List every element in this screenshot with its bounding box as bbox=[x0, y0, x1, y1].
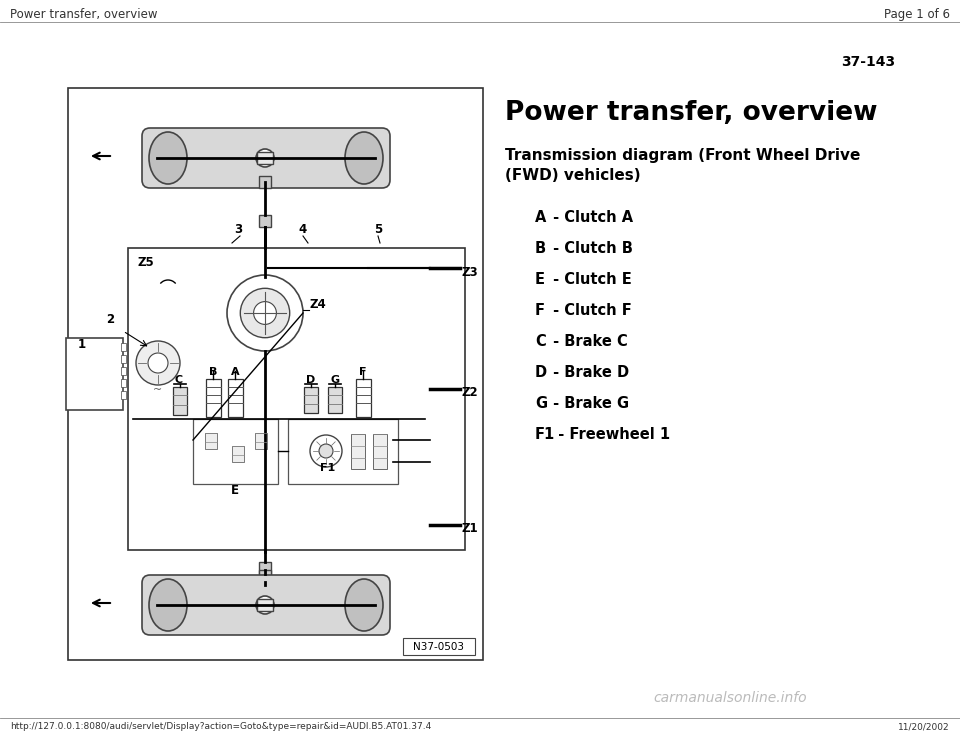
Text: A: A bbox=[535, 210, 546, 225]
Text: - Clutch E: - Clutch E bbox=[548, 272, 632, 287]
Text: - Freewheel 1: - Freewheel 1 bbox=[548, 427, 670, 442]
Bar bbox=[304, 387, 318, 413]
Text: 5: 5 bbox=[373, 223, 382, 236]
Text: Page 1 of 6: Page 1 of 6 bbox=[884, 8, 950, 21]
Bar bbox=[121, 379, 126, 387]
Text: Power transfer, overview: Power transfer, overview bbox=[505, 100, 877, 126]
Text: Z1: Z1 bbox=[462, 522, 479, 536]
Circle shape bbox=[319, 444, 333, 458]
Text: Z3: Z3 bbox=[462, 266, 479, 278]
Text: Z2: Z2 bbox=[462, 387, 479, 399]
Text: E: E bbox=[231, 484, 239, 497]
Bar bbox=[173, 387, 187, 415]
Bar bbox=[403, 638, 475, 655]
Text: - Clutch A: - Clutch A bbox=[548, 210, 634, 225]
Text: - Clutch B: - Clutch B bbox=[548, 241, 633, 256]
Text: B: B bbox=[535, 241, 546, 256]
Circle shape bbox=[310, 435, 342, 467]
Bar bbox=[68, 88, 483, 660]
Text: A: A bbox=[230, 367, 239, 377]
Text: - Brake C: - Brake C bbox=[548, 334, 628, 349]
Text: Z5: Z5 bbox=[138, 256, 155, 269]
Bar bbox=[121, 355, 126, 363]
Text: - Brake G: - Brake G bbox=[548, 396, 629, 411]
Text: - Brake D: - Brake D bbox=[548, 365, 629, 380]
Text: D: D bbox=[535, 365, 547, 380]
Ellipse shape bbox=[345, 579, 383, 631]
Bar bbox=[255, 433, 267, 449]
Text: http://127.0.0.1:8080/audi/servlet/Display?action=Goto&type=repair&id=AUDI.B5.AT: http://127.0.0.1:8080/audi/servlet/Displ… bbox=[10, 722, 431, 731]
Bar bbox=[66, 338, 123, 410]
Text: 11/20/2002: 11/20/2002 bbox=[899, 722, 950, 731]
Text: C: C bbox=[175, 375, 183, 385]
Circle shape bbox=[136, 341, 180, 385]
Bar bbox=[351, 434, 365, 469]
Text: G: G bbox=[330, 375, 340, 385]
Bar bbox=[205, 433, 217, 449]
Text: G: G bbox=[535, 396, 547, 411]
Text: Power transfer, overview: Power transfer, overview bbox=[10, 8, 157, 21]
Text: - Clutch F: - Clutch F bbox=[548, 303, 632, 318]
Circle shape bbox=[256, 149, 274, 167]
Text: C: C bbox=[535, 334, 545, 349]
Bar bbox=[193, 419, 278, 484]
Bar bbox=[228, 379, 243, 417]
Circle shape bbox=[256, 596, 274, 614]
Circle shape bbox=[253, 301, 276, 324]
Bar bbox=[121, 367, 126, 375]
Text: 1: 1 bbox=[78, 338, 86, 351]
Text: 4: 4 bbox=[299, 223, 307, 236]
Ellipse shape bbox=[149, 579, 187, 631]
Bar bbox=[259, 176, 271, 188]
Ellipse shape bbox=[345, 132, 383, 184]
Text: carmanualsonline.info: carmanualsonline.info bbox=[653, 691, 806, 705]
Ellipse shape bbox=[149, 132, 187, 184]
Text: F: F bbox=[359, 367, 367, 377]
Text: 37-143: 37-143 bbox=[841, 55, 895, 69]
Text: (FWD) vehicles): (FWD) vehicles) bbox=[505, 168, 640, 183]
Bar bbox=[328, 387, 342, 413]
Bar bbox=[257, 599, 273, 611]
Bar bbox=[121, 391, 126, 399]
Text: F1: F1 bbox=[321, 463, 336, 473]
Bar bbox=[259, 215, 271, 227]
Text: B: B bbox=[209, 367, 217, 377]
Circle shape bbox=[227, 275, 303, 351]
Bar bbox=[205, 379, 221, 417]
Bar bbox=[355, 379, 371, 417]
Text: Z4: Z4 bbox=[310, 298, 326, 311]
Text: E: E bbox=[535, 272, 545, 287]
Bar bbox=[232, 446, 244, 462]
Circle shape bbox=[148, 353, 168, 373]
Bar bbox=[259, 562, 271, 574]
Text: 3: 3 bbox=[234, 223, 242, 236]
Text: ~: ~ bbox=[153, 385, 162, 395]
Bar bbox=[288, 419, 398, 484]
Text: Transmission diagram (Front Wheel Drive: Transmission diagram (Front Wheel Drive bbox=[505, 148, 860, 163]
Bar bbox=[121, 343, 126, 351]
Text: F: F bbox=[535, 303, 545, 318]
Circle shape bbox=[240, 289, 290, 338]
FancyBboxPatch shape bbox=[142, 575, 390, 635]
Bar bbox=[128, 248, 465, 550]
Bar bbox=[259, 570, 271, 582]
Text: D: D bbox=[306, 375, 316, 385]
Bar bbox=[257, 152, 273, 164]
Text: N37-0503: N37-0503 bbox=[414, 642, 465, 651]
Bar bbox=[373, 434, 387, 469]
Text: F1: F1 bbox=[535, 427, 555, 442]
FancyBboxPatch shape bbox=[142, 128, 390, 188]
Text: 2: 2 bbox=[106, 313, 114, 326]
